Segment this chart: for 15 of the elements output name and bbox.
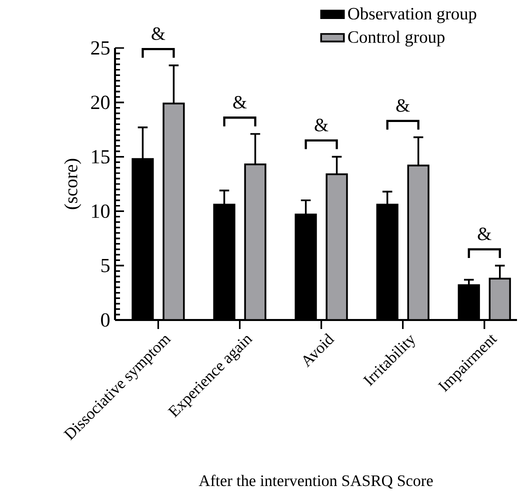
y-tick-label: 25 [91,41,110,55]
y-tick-label: 15 [92,150,110,164]
annotation: & [233,96,247,109]
legend-label: Observation group [348,7,476,24]
legend-label: Control group [348,30,444,46]
annotation: & [478,228,492,240]
y-tick-label: 0 [101,313,110,327]
y-tick-label: 5 [101,258,110,272]
text: & [152,27,166,40]
x-axis-title: After the intervention SASRQ Score [198,474,433,489]
y-axis-title: (score) [64,158,82,210]
y-tick-label: 10 [92,204,110,218]
annotation: & [396,99,410,112]
annotation: & [314,118,328,132]
y-tick-label: 20 [91,96,110,110]
